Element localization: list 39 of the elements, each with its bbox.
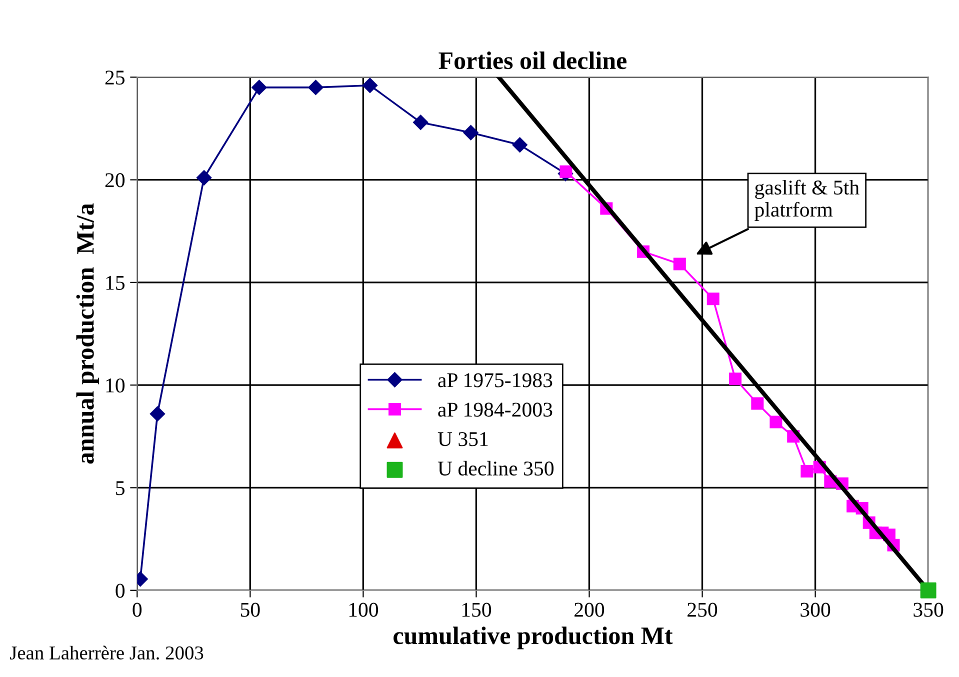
point (751, 397, 764, 410)
y-tick-label: 25 (105, 70, 125, 85)
y-tick-label: 20 (105, 173, 125, 188)
point (308, 80, 324, 96)
legend-label: U 351 (438, 432, 488, 446)
point (920, 582, 936, 598)
x-tick-label: 50 (240, 602, 260, 617)
x-tick-label: 350 (914, 602, 944, 617)
y-tick-label: 10 (106, 378, 125, 393)
legend-label: aP 1975-1983 (438, 373, 552, 388)
y-tick-label: 15 (106, 276, 125, 290)
point (512, 137, 528, 152)
x-tick-label: 0 (132, 602, 142, 617)
y-tick-label: 5 (116, 481, 125, 496)
x-tick-label: 150 (462, 602, 492, 617)
point (729, 372, 742, 386)
y-tick-label: 0 (116, 584, 125, 598)
point (706, 292, 720, 306)
point (463, 125, 478, 140)
chart-title: Forties oil decline (438, 51, 626, 70)
point (770, 416, 782, 428)
point (673, 258, 686, 270)
x-tick-label: 300 (800, 602, 830, 617)
point (252, 80, 267, 96)
point (560, 165, 572, 178)
text: Jean Laherrère Jan. 2003 (10, 646, 204, 660)
point (196, 170, 212, 186)
y-axis-title: annual production Mt/a (76, 203, 99, 464)
legend-label: U decline 350 (438, 460, 554, 476)
annotation: gaslift & 5th platrform (754, 180, 860, 221)
x-tick-label: 200 (574, 602, 604, 617)
point (362, 78, 378, 93)
x-tick-label: 250 (688, 602, 718, 617)
legend-label: aP 1984-2003 (438, 402, 552, 417)
x-tick-label: 100 (349, 602, 378, 617)
point (150, 406, 166, 422)
point (800, 465, 814, 478)
x-axis-title: cumulative production Mt (394, 626, 673, 650)
point (413, 114, 428, 130)
